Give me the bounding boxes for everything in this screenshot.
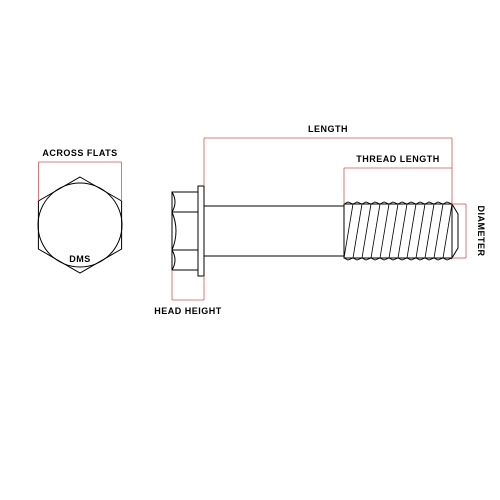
side-view — [172, 186, 458, 276]
label-length: LENGTH — [308, 124, 348, 134]
label-across-flats: ACROSS FLATS — [42, 148, 117, 158]
label-thread-length: THREAD LENGTH — [356, 154, 440, 164]
thread-section — [344, 202, 458, 260]
bolt-diagram: ACROSS FLATS DMS — [0, 0, 500, 500]
dim-length — [204, 138, 452, 204]
flange — [198, 186, 204, 276]
dim-thread-length — [344, 168, 452, 204]
shank — [204, 206, 344, 256]
label-head-height: HEAD HEIGHT — [154, 306, 222, 316]
label-dms: DMS — [69, 254, 91, 264]
label-diameter: DIAMETER — [476, 206, 486, 257]
